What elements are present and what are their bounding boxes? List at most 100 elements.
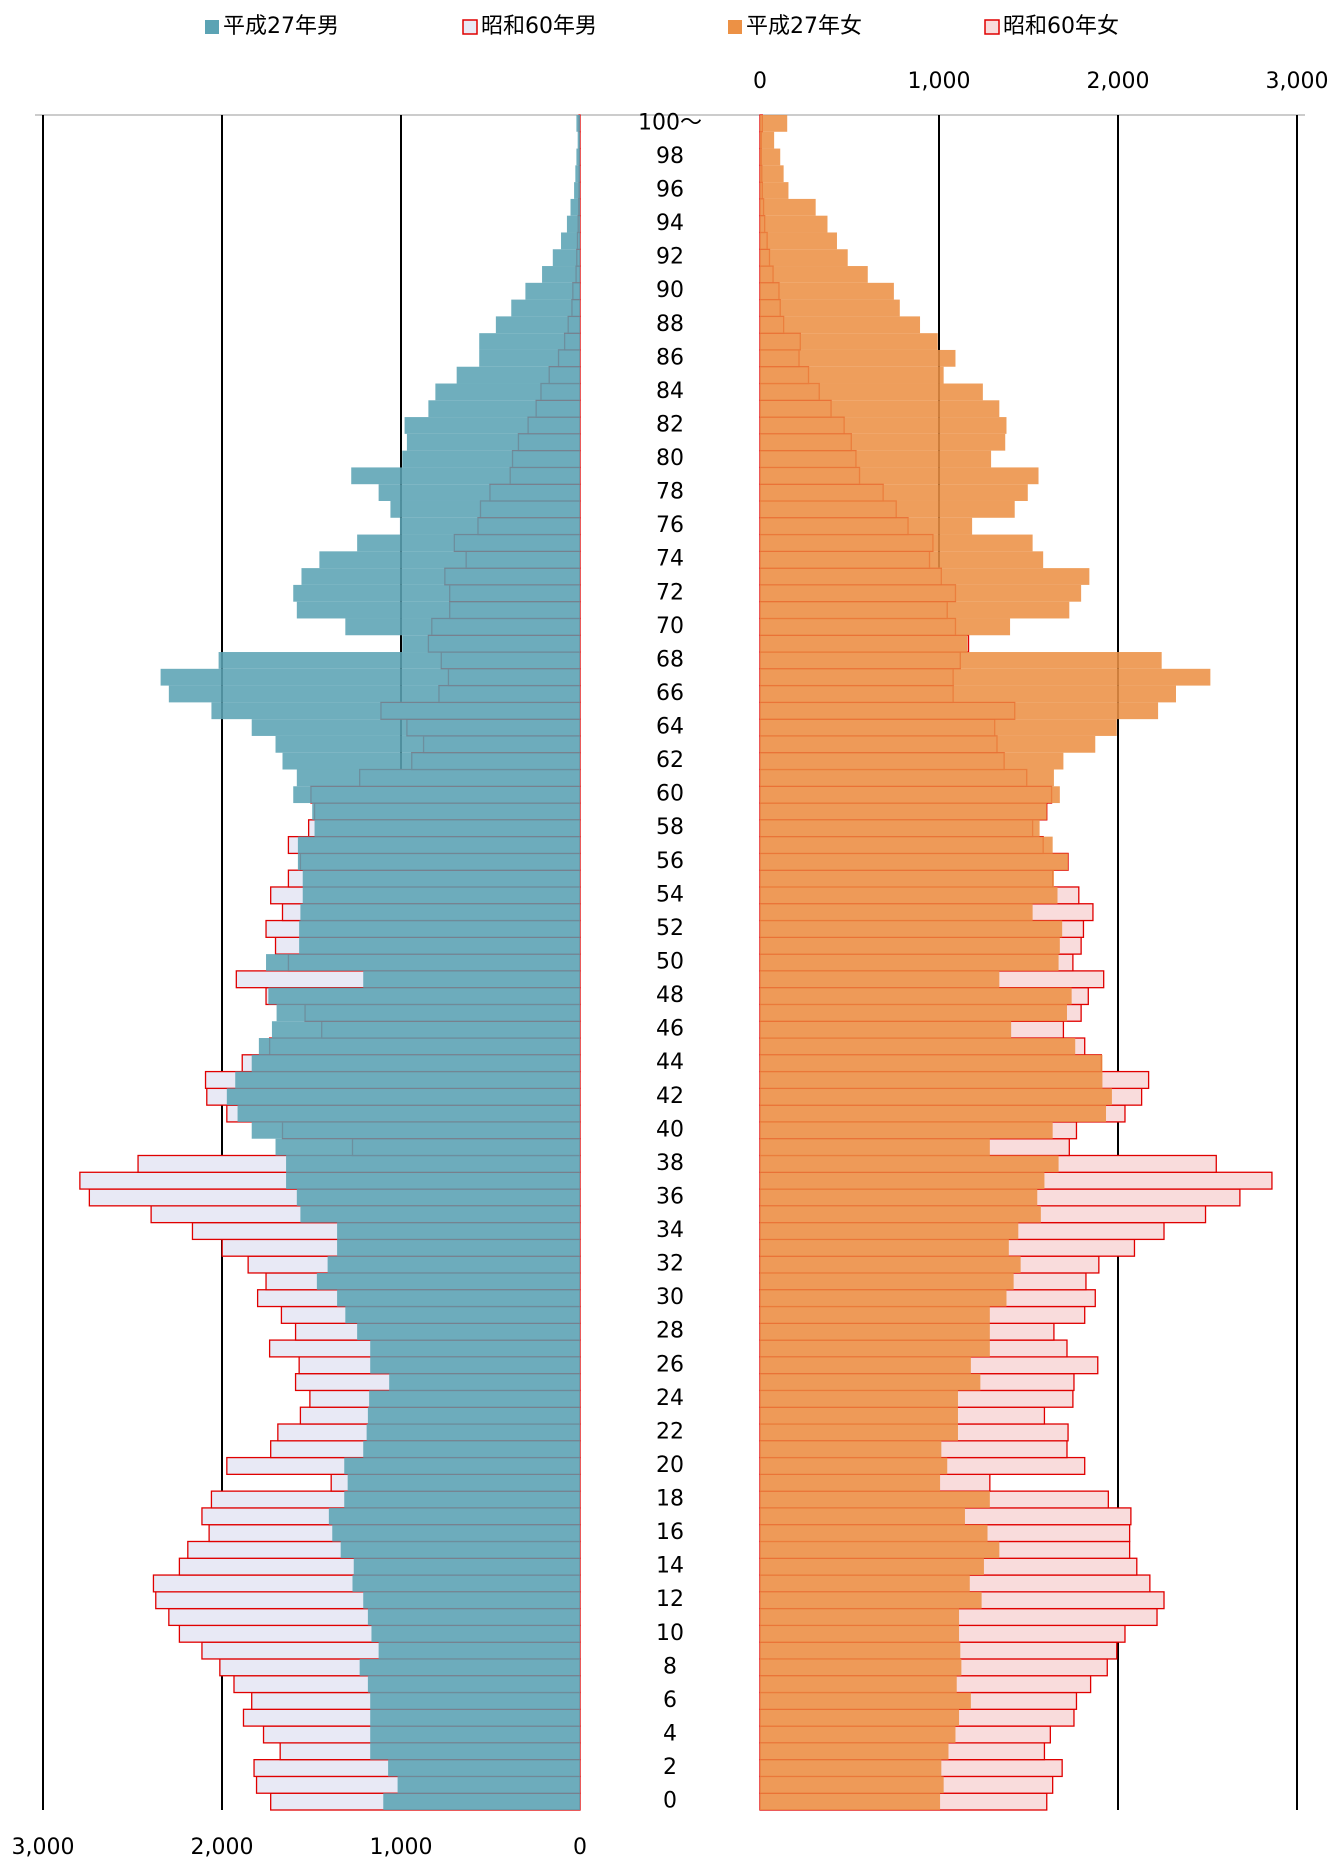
bar [760, 1356, 971, 1374]
bar [542, 266, 580, 283]
bar [435, 383, 580, 401]
category-label: 46 [656, 1017, 684, 1042]
bar [760, 1289, 1007, 1307]
bar [760, 1793, 941, 1810]
bar [299, 937, 580, 955]
bar [276, 1004, 580, 1022]
bar [760, 1658, 962, 1676]
bar [352, 1575, 580, 1592]
bar [760, 735, 1096, 753]
bar [760, 954, 1059, 971]
bar [370, 1709, 580, 1727]
bar [370, 1726, 580, 1743]
bar [575, 165, 580, 183]
bar [760, 568, 1090, 585]
category-label: 28 [656, 1319, 684, 1344]
bar [760, 635, 968, 653]
bar [760, 366, 944, 384]
legend-marker [728, 20, 742, 34]
category-label: 90 [656, 278, 684, 303]
bar [495, 316, 580, 334]
category-label: 4 [663, 1721, 677, 1746]
bar [428, 400, 580, 418]
bar [760, 702, 1159, 720]
category-label: 26 [656, 1352, 684, 1377]
bar [302, 886, 580, 904]
bar [332, 1524, 580, 1542]
bar [760, 618, 1011, 636]
bar [760, 1071, 1103, 1089]
bar [275, 1138, 580, 1156]
category-label: 40 [656, 1117, 684, 1142]
bar [760, 601, 1070, 619]
bar [760, 1373, 981, 1391]
bar [160, 668, 580, 686]
bar [268, 987, 580, 1005]
category-label: 88 [656, 312, 684, 337]
bar [251, 1054, 581, 1072]
bar [552, 249, 580, 267]
category-label: 0 [663, 1789, 677, 1814]
bar [251, 1121, 581, 1139]
bar [344, 1457, 580, 1475]
bar [370, 1692, 580, 1710]
bar [760, 1440, 942, 1458]
bar [760, 1759, 942, 1777]
bar [760, 467, 1039, 485]
bar [760, 1491, 990, 1508]
bar [576, 115, 580, 132]
bar [319, 551, 580, 569]
bar [760, 853, 1069, 871]
bar [760, 299, 900, 317]
bar [456, 366, 580, 384]
bar [218, 652, 580, 669]
legend-label: 昭和60年女 [1003, 14, 1119, 39]
bar [760, 198, 816, 216]
bar [760, 484, 1028, 501]
bar [353, 1558, 580, 1576]
bar [406, 433, 580, 451]
category-label: 12 [656, 1587, 684, 1612]
category-label: 74 [656, 547, 684, 572]
bar [282, 752, 580, 770]
bar [570, 198, 580, 216]
category-label: 6 [663, 1688, 677, 1713]
bar [760, 249, 848, 267]
bar [760, 1558, 984, 1576]
x-tick-label: 3,000 [12, 1835, 75, 1860]
bar [337, 1289, 580, 1307]
bar [366, 1424, 580, 1441]
category-label: 86 [656, 345, 684, 370]
bar [760, 685, 1176, 703]
bar [760, 652, 1162, 669]
bar [760, 1205, 1041, 1223]
bar [561, 232, 580, 250]
bar [369, 1390, 580, 1408]
bar [760, 383, 983, 401]
category-label: 98 [656, 144, 684, 169]
bar [296, 769, 580, 787]
bar [760, 1591, 982, 1609]
bar [397, 1776, 580, 1794]
legend-label: 平成27年男 [223, 14, 339, 39]
bar [340, 1541, 580, 1559]
bar [566, 215, 580, 233]
bar [297, 836, 580, 854]
bar [577, 131, 580, 149]
legend-marker [984, 19, 1000, 35]
bar [760, 500, 1015, 518]
bar [760, 1709, 960, 1727]
bar [760, 870, 1054, 887]
bar [760, 400, 1000, 418]
category-label: 58 [656, 815, 684, 840]
bar [760, 1424, 958, 1441]
bar [327, 1256, 580, 1273]
bar [351, 467, 580, 485]
category-label: 62 [656, 748, 684, 773]
bar [576, 148, 580, 166]
bar [345, 1306, 580, 1324]
bar [760, 1155, 1059, 1173]
bar [370, 1340, 580, 1357]
bar [760, 1138, 990, 1156]
bar [760, 165, 784, 183]
